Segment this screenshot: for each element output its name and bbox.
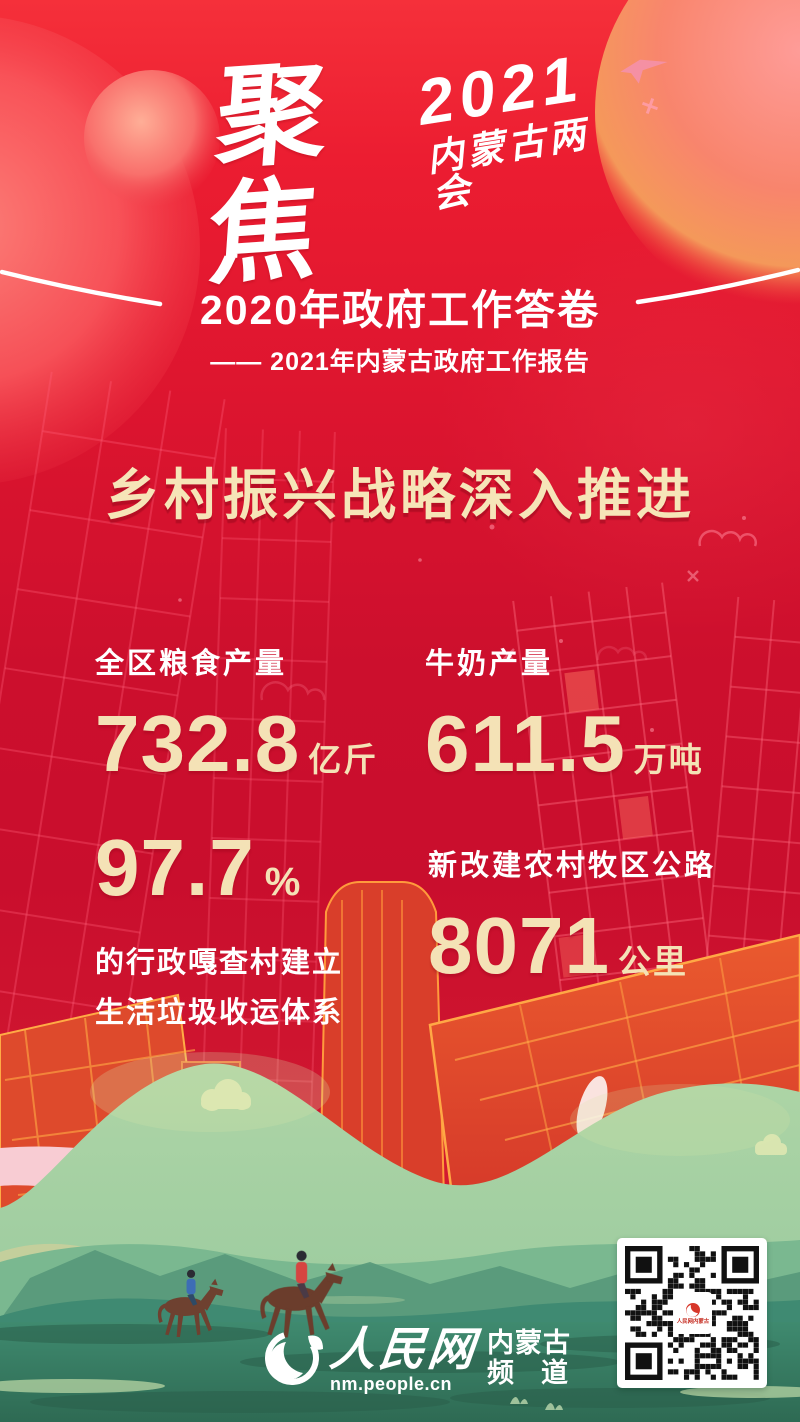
stat-unit: % xyxy=(264,860,301,904)
section-headline: 乡村振兴战略深入推进 xyxy=(104,464,695,526)
stat-value: 732.8 xyxy=(95,699,301,788)
brand-logo: 聚焦 2021 内蒙古两会 xyxy=(204,34,639,299)
channel-top: 内蒙古 xyxy=(487,1328,571,1358)
hill-cloud-small xyxy=(755,1134,787,1155)
qr-center-logo: 人民网内蒙古 xyxy=(674,1292,712,1334)
horse-red-rider xyxy=(260,1250,343,1338)
page-title: 2020年政府工作答卷 xyxy=(199,287,601,333)
brand-focus-text: 聚焦 xyxy=(204,50,325,299)
channel-label: 内蒙古 频道 xyxy=(487,1328,571,1388)
grass-tufts xyxy=(510,1397,563,1410)
footer-brand: 人民网 nm.people.cn 内蒙古 频道 xyxy=(262,1323,571,1395)
stat-value: 97.7 xyxy=(95,823,255,912)
stat-label: 牛奶产量 xyxy=(425,648,554,680)
sparkle-cross xyxy=(501,570,699,662)
stat-desc-line1: 的行政嘎查村建立 xyxy=(95,947,344,979)
stat-label: 全区粮食产量 xyxy=(95,648,288,680)
wireframe-right-tower xyxy=(512,582,734,1177)
title-flourish-left xyxy=(0,269,163,307)
site-name: 人民网 xyxy=(327,1323,480,1375)
glow-circle-small xyxy=(84,70,220,206)
stat-grain-production: 全区粮食产量 732.8 亿斤 xyxy=(95,640,378,784)
hills-illustration xyxy=(0,1052,800,1422)
rider-blue xyxy=(186,1269,198,1306)
stat-milk-production: 牛奶产量 611.5 万吨 xyxy=(425,640,704,784)
stat-label: 新改建农村牧区公路 xyxy=(428,850,717,882)
people-daily-logo-icon xyxy=(265,1331,323,1385)
title-flourish-right xyxy=(635,267,800,305)
plane-icon xyxy=(620,59,668,84)
stat-value: 611.5 xyxy=(425,699,626,788)
page-subtitle: —— 2021年内蒙古政府工作报告 xyxy=(210,348,590,376)
horse-blue-rider xyxy=(157,1269,224,1337)
hill-cloud xyxy=(201,1079,251,1111)
qr-logo-flame-icon xyxy=(686,1302,700,1317)
qr-pattern xyxy=(625,1246,759,1380)
qr-code: 人民网内蒙古 xyxy=(617,1238,767,1388)
wireframe-center-tower xyxy=(200,428,336,1142)
site-url: nm.people.cn xyxy=(330,1374,453,1394)
stat-desc-line2: 生活垃圾收运体系 xyxy=(95,997,344,1029)
stat-village-waste-system: 97.7 % 的行政嘎查村建立 生活垃圾收运体系 xyxy=(95,828,343,1038)
stat-unit: 亿斤 xyxy=(308,741,379,778)
cloud-outline xyxy=(260,529,757,701)
channel-bottom: 频道 xyxy=(487,1358,569,1388)
qr-center-text: 人民网内蒙古 xyxy=(676,1318,710,1325)
wireframe-left-fan xyxy=(0,371,226,1190)
stat-rural-roads: 新改建农村牧区公路 8071 公里 xyxy=(428,842,716,986)
stat-unit: 万吨 xyxy=(633,741,704,778)
stat-value: 8071 xyxy=(428,901,610,990)
sparkle-icon xyxy=(641,97,659,115)
meadow-light-streaks xyxy=(0,1296,800,1398)
star-dots xyxy=(178,516,746,732)
rider-red xyxy=(295,1250,310,1299)
stat-unit: 公里 xyxy=(617,943,688,980)
glow-circle-right xyxy=(595,0,800,317)
